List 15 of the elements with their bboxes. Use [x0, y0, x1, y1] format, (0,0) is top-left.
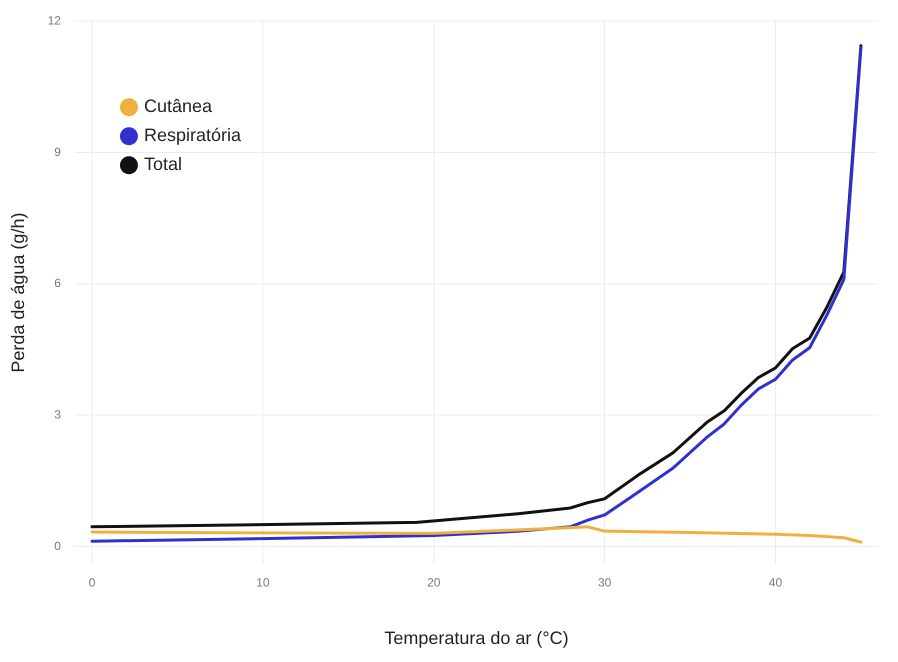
legend-label: Total [144, 154, 182, 174]
y-tick-label: 3 [54, 407, 62, 422]
x-tick-label: 20 [427, 576, 441, 590]
x-tick-label: 40 [768, 576, 782, 590]
legend-label: Respiratória [144, 125, 242, 146]
y-axis-title: Perda de água (g/h) [8, 212, 28, 373]
y-tick-label: 0 [54, 538, 62, 553]
x-tick-label: 10 [256, 576, 270, 590]
y-tick-label: 9 [54, 144, 62, 159]
y-tick-label: 6 [54, 276, 62, 290]
x-tick-label: 0 [88, 576, 96, 590]
x-tick-label: 30 [598, 576, 612, 590]
x-axis-title: Temperatura do ar (°C) [384, 628, 569, 648]
y-tick-label: 12 [48, 14, 62, 28]
legend-label: Cutânea [144, 96, 213, 116]
